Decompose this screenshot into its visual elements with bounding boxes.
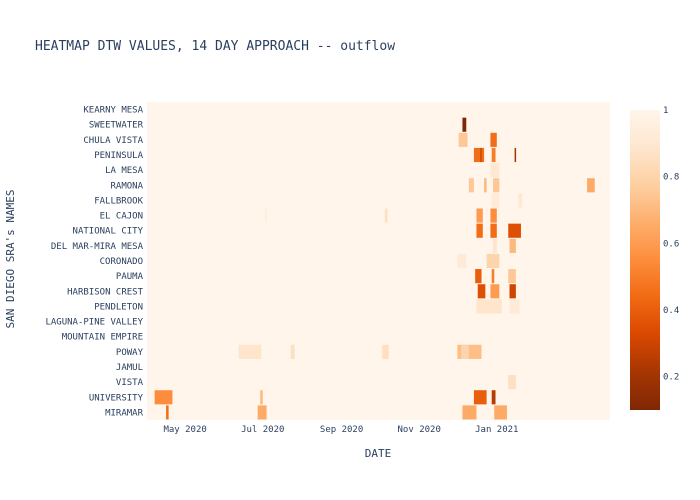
x-axis-title: DATE: [365, 447, 392, 460]
heatmap-cell: [476, 299, 502, 314]
heatmap-cell: [490, 132, 497, 147]
x-tick-label: Nov 2020: [398, 425, 441, 435]
x-tick-label: Jan 2021: [475, 425, 518, 435]
y-tick-label: NATIONAL CITY: [73, 227, 144, 237]
heatmap-cell: [290, 344, 295, 359]
y-tick-label: PENINSULA: [94, 151, 143, 161]
y-tick-label: LAGUNA-PINE VALLEY: [45, 318, 143, 328]
heatmap-cell: [462, 405, 477, 420]
heatmap-cells: [154, 117, 595, 420]
y-tick-label: FALLBROOK: [94, 196, 143, 206]
heatmap-cell: [480, 147, 482, 163]
heatmap-cell: [462, 117, 467, 132]
y-tick-label: MOUNTAIN EMPIRE: [62, 333, 143, 343]
y-tick-label: VISTA: [116, 378, 144, 388]
heatmap-cell: [265, 208, 267, 223]
heatmap-cell: [508, 375, 516, 390]
y-tick-label: PENDLETON: [94, 302, 143, 312]
y-tick-label: HARBISON CREST: [67, 287, 143, 297]
heatmap-cell: [382, 344, 389, 359]
heatmap-cell: [384, 208, 388, 223]
heatmap-cell: [473, 390, 487, 405]
heatmap-cell: [518, 193, 523, 208]
heatmap-cell: [476, 208, 483, 223]
y-tick-label: UNIVERSITY: [89, 393, 144, 403]
y-tick-label: DEL MAR-MIRA MESA: [51, 242, 144, 252]
heatmap-cell: [491, 269, 495, 284]
heatmap-cell: [491, 147, 496, 163]
y-tick-label: POWAY: [116, 348, 144, 358]
heatmap-cell: [257, 405, 267, 420]
heatmap-cell: [508, 223, 521, 238]
colorbar-tick-label: 0.4: [663, 306, 679, 316]
plot-background: [147, 102, 610, 420]
heatmap-cell: [490, 163, 500, 178]
x-tick-label: May 2020: [163, 425, 206, 435]
heatmap-cell: [492, 178, 500, 193]
heatmap-cell: [509, 238, 516, 253]
heatmap-cell: [166, 405, 169, 420]
x-tick-label: Jul 2020: [241, 425, 284, 435]
heatmap-cell: [468, 178, 474, 193]
x-axis-ticks: May 2020 Jul 2020 Sep 2020 Nov 2020 Jan 2021: [163, 425, 518, 435]
heatmap-cell: [486, 253, 500, 269]
heatmap-cell: [509, 299, 520, 314]
y-tick-label: MIRAMAR: [105, 408, 144, 418]
heatmap-cell: [514, 147, 517, 163]
heatmap-cell: [490, 284, 500, 299]
heatmap-cell: [508, 269, 516, 284]
heatmap-cell: [260, 390, 263, 405]
y-tick-label: PAUMA: [116, 272, 144, 282]
heatmap-cell: [494, 405, 507, 420]
colorbar-tick-label: 1: [663, 106, 668, 116]
heatmap-cell: [490, 208, 497, 223]
heatmap-cell: [475, 269, 482, 284]
heatmap-cell: [509, 284, 516, 299]
y-tick-label: CORONADO: [100, 257, 143, 267]
heatmap-cell: [458, 132, 468, 147]
colorbar: [630, 110, 660, 410]
heatmap-cell: [473, 147, 485, 163]
colorbar-tick-label: 0.8: [663, 173, 679, 183]
y-tick-label: SWEETWATER: [89, 121, 144, 131]
heatmap-cell: [490, 223, 497, 238]
y-tick-label: CHULA VISTA: [83, 136, 143, 146]
heatmap-cell: [491, 390, 496, 405]
heatmap-cell: [461, 344, 469, 359]
heatmap-cell: [484, 178, 487, 193]
chart-title: HEATMAP DTW VALUES, 14 DAY APPROACH -- o…: [35, 39, 395, 54]
colorbar-tick-label: 0.6: [663, 239, 679, 249]
heatmap-cell: [587, 178, 595, 193]
heatmap-cell: [238, 344, 262, 359]
colorbar-tick-label: 0.2: [663, 373, 679, 383]
y-tick-label: KEARNY MESA: [83, 106, 143, 116]
colorbar-ticks: 1 0.8 0.6 0.4 0.2: [663, 106, 679, 383]
heatmap-cell: [154, 390, 173, 405]
heatmap-cell: [457, 253, 467, 269]
heatmap-cell: [491, 193, 500, 208]
y-tick-label: LA MESA: [105, 166, 144, 176]
heatmap-cell: [477, 284, 486, 299]
y-axis-ticks: KEARNY MESA SWEETWATER CHULA VISTA PENINSUL…: [45, 106, 143, 419]
y-axis-title: SAN DIEGO SRA's NAMES: [4, 189, 17, 328]
heatmap-cell: [476, 223, 483, 238]
heatmap-cell: [492, 238, 497, 253]
x-tick-label: Sep 2020: [320, 425, 363, 435]
y-tick-label: EL CAJON: [100, 212, 143, 222]
y-tick-label: JAMUL: [116, 363, 143, 373]
y-tick-label: RAMONA: [110, 181, 143, 191]
heatmap-cell: [457, 344, 482, 359]
